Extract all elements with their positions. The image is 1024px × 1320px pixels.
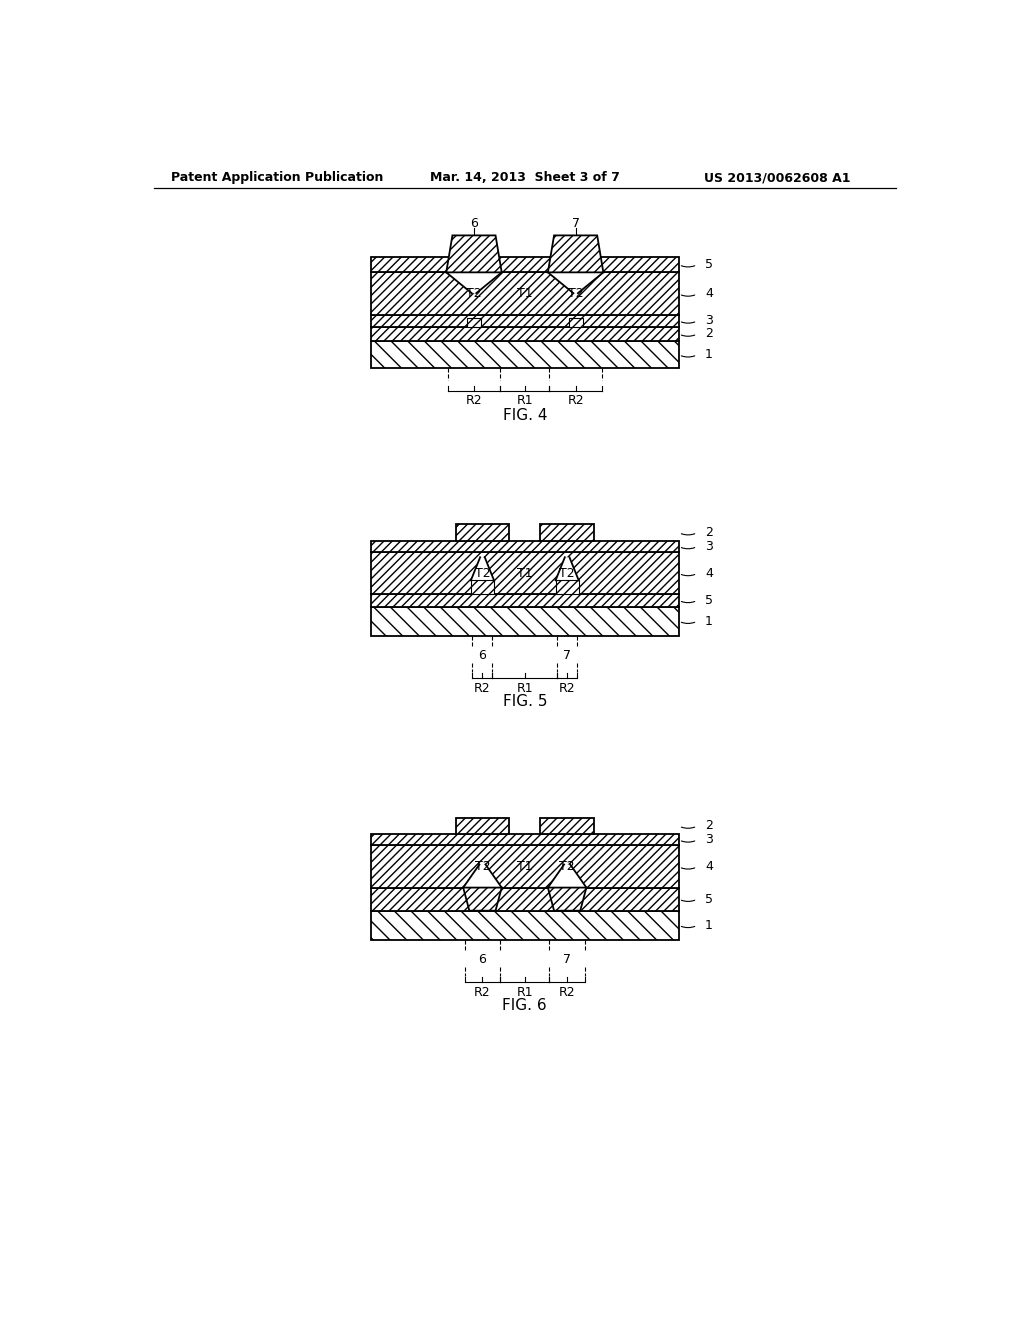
- Text: R1: R1: [516, 395, 534, 408]
- Text: 6: 6: [478, 953, 486, 966]
- Text: 7: 7: [563, 648, 571, 661]
- Text: 4: 4: [705, 566, 713, 579]
- Text: 5: 5: [705, 594, 713, 607]
- Text: 2: 2: [705, 327, 713, 341]
- Text: FIG. 4: FIG. 4: [503, 408, 547, 424]
- Text: 2: 2: [705, 820, 713, 833]
- Polygon shape: [548, 235, 603, 272]
- Text: 1: 1: [705, 919, 713, 932]
- Text: FIG. 6: FIG. 6: [503, 998, 547, 1012]
- Text: 5: 5: [705, 892, 713, 906]
- Bar: [371, 834, 679, 845]
- Text: Mar. 14, 2013  Sheet 3 of 7: Mar. 14, 2013 Sheet 3 of 7: [430, 172, 620, 185]
- Bar: [467, 318, 481, 327]
- Text: T1: T1: [517, 566, 532, 579]
- Bar: [371, 887, 679, 911]
- Text: T1: T1: [517, 861, 532, 874]
- Text: T2: T2: [475, 566, 490, 579]
- Text: US 2013/0062608 A1: US 2013/0062608 A1: [705, 172, 851, 185]
- Text: R1: R1: [516, 986, 534, 999]
- Text: 6: 6: [470, 216, 478, 230]
- Text: T2: T2: [475, 861, 490, 874]
- Bar: [371, 552, 679, 594]
- Text: R2: R2: [559, 681, 575, 694]
- Polygon shape: [548, 865, 587, 887]
- Text: 1: 1: [705, 348, 713, 362]
- Polygon shape: [463, 887, 502, 911]
- Text: 7: 7: [571, 216, 580, 230]
- Text: T2: T2: [567, 288, 584, 301]
- Text: T1: T1: [517, 288, 532, 301]
- Text: 3: 3: [705, 314, 713, 327]
- Bar: [371, 272, 679, 314]
- Polygon shape: [463, 865, 502, 887]
- Text: 4: 4: [705, 288, 713, 301]
- Text: 4: 4: [705, 861, 713, 874]
- Bar: [456, 524, 509, 541]
- Bar: [471, 581, 494, 594]
- Bar: [371, 314, 679, 327]
- Polygon shape: [556, 557, 579, 581]
- Text: R2: R2: [466, 395, 482, 408]
- Text: R2: R2: [474, 986, 490, 999]
- Text: 7: 7: [563, 953, 571, 966]
- Text: 2: 2: [705, 527, 713, 539]
- Bar: [371, 911, 679, 940]
- Bar: [541, 817, 594, 834]
- Polygon shape: [548, 887, 587, 911]
- Text: R2: R2: [474, 681, 490, 694]
- Polygon shape: [446, 235, 502, 272]
- Polygon shape: [446, 272, 502, 293]
- Bar: [371, 594, 679, 607]
- Text: T2: T2: [559, 861, 574, 874]
- Text: 3: 3: [705, 833, 713, 846]
- Text: FIG. 5: FIG. 5: [503, 694, 547, 709]
- Text: T2: T2: [466, 288, 482, 301]
- Bar: [371, 341, 679, 368]
- Text: 6: 6: [478, 648, 486, 661]
- Polygon shape: [548, 272, 603, 293]
- Bar: [456, 817, 509, 834]
- Text: T2: T2: [559, 566, 574, 579]
- Text: R2: R2: [567, 395, 584, 408]
- Bar: [556, 581, 579, 594]
- Bar: [568, 318, 583, 327]
- Text: R1: R1: [516, 681, 534, 694]
- Bar: [371, 541, 679, 552]
- Text: Patent Application Publication: Patent Application Publication: [171, 172, 383, 185]
- Text: 1: 1: [705, 615, 713, 628]
- Bar: [371, 607, 679, 636]
- Text: 3: 3: [705, 540, 713, 553]
- Bar: [371, 845, 679, 887]
- Polygon shape: [471, 557, 494, 581]
- Text: R2: R2: [559, 986, 575, 999]
- Bar: [371, 327, 679, 341]
- Bar: [371, 257, 679, 272]
- Text: 5: 5: [705, 259, 713, 271]
- Bar: [541, 524, 594, 541]
